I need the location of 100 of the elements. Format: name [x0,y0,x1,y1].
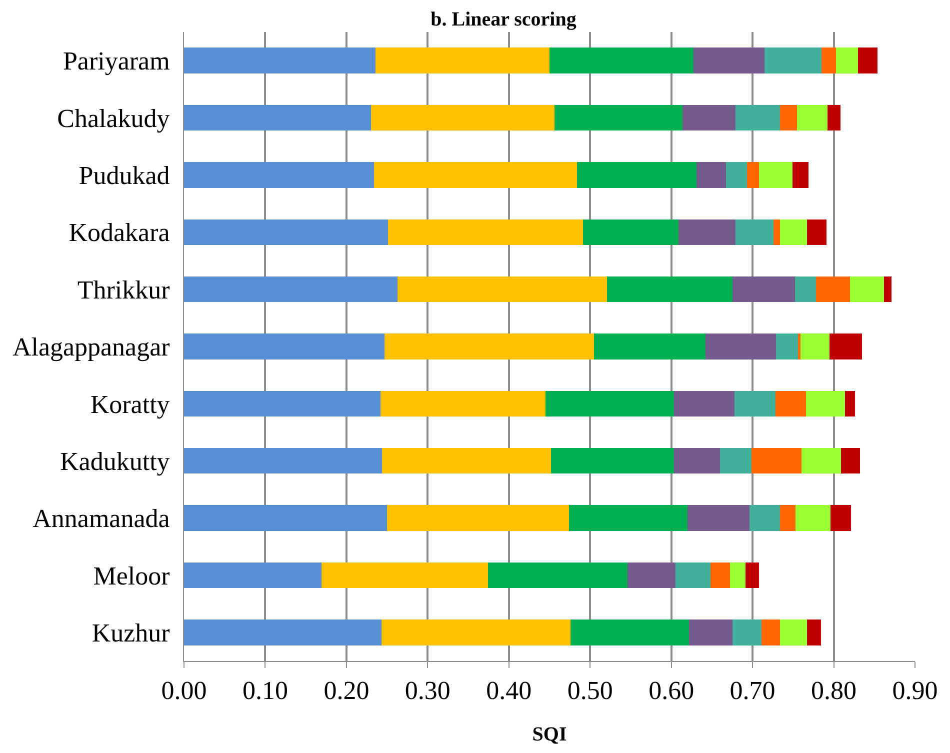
bar [752,448,802,474]
y-tick-label: Annamanada [32,504,170,534]
bar [764,48,822,74]
bar [759,162,792,188]
x-tick-label: 0.70 [730,676,776,706]
bar [488,562,628,588]
bar [734,390,776,417]
bar [184,276,398,302]
bar [858,48,878,74]
bar [822,48,836,74]
bar [780,104,798,131]
bar [682,104,736,131]
bar [710,562,730,588]
bar [780,620,807,646]
y-tick-label: Meloor [93,561,170,590]
y-tick-label: Kadukutty [60,446,170,476]
bar [845,390,855,417]
bar [321,562,488,588]
bar [841,448,860,474]
bar [732,620,762,646]
bar [184,390,381,417]
bar [850,276,884,302]
chart-title: b. Linear scoring [430,8,576,30]
bar [398,276,608,302]
bar [184,162,374,188]
bar [794,276,816,302]
bar [780,505,796,531]
bar [384,334,594,360]
bar [806,620,821,646]
bar [594,334,706,360]
bar [774,219,780,245]
x-tick-label: 0.40 [486,676,532,706]
bar [688,505,750,531]
y-tick-label: Kuzhur [92,618,170,648]
bar [184,448,382,474]
bar [736,104,780,131]
x-tick-label: 0.20 [324,676,370,706]
x-tick-label: 0.00 [161,676,207,706]
bar [761,620,780,646]
bar [884,276,892,302]
bar [184,562,322,588]
bar [382,448,552,474]
bar [678,219,736,245]
bar [374,162,578,188]
bar [184,104,371,131]
x-tick-label: 0.90 [892,676,938,706]
x-tick-label: 0.50 [567,676,613,706]
bar [806,219,826,245]
x-tick-label: 0.60 [648,676,694,706]
bar [730,562,746,588]
bar [746,162,760,188]
bar [801,448,842,474]
bar [387,505,569,531]
bar [184,219,388,245]
bar [551,448,674,474]
bar [689,620,732,646]
bar [836,48,858,74]
x-tick-label: 0.80 [811,676,857,706]
bar [582,219,679,245]
y-tick-label: Koratty [90,390,170,419]
bar [376,48,550,74]
y-tick-label: Kodakara [68,218,170,248]
y-tick-label: Alagappanagar [12,332,170,362]
bar [830,334,862,360]
x-tick-label: 0.30 [404,676,450,706]
bar [184,505,388,531]
bar [607,276,732,302]
bar [554,104,683,131]
bar [830,505,851,531]
bar [797,104,828,131]
bar [736,219,774,245]
bar [370,104,554,131]
bar [184,48,376,74]
bar [381,620,571,646]
y-tick-label: Pariyaram [62,46,170,76]
bar [806,390,846,417]
bar [570,620,690,646]
bar [693,48,765,74]
bar [696,162,726,188]
bar [720,448,752,474]
bar [380,390,546,417]
bar [568,505,688,531]
bar [745,562,760,588]
y-tick-label: Pudukad [78,161,170,190]
bar [732,276,795,302]
bar [545,390,674,417]
bar [184,620,382,646]
bar [776,334,799,360]
bar [388,219,583,245]
bar [775,390,806,417]
bar [816,276,850,302]
bar [577,162,697,188]
bar [749,505,780,531]
bar [827,104,840,131]
bar [800,334,830,360]
bar [184,334,385,360]
bar [726,162,747,188]
y-tick-label: Thrikkur [77,275,170,304]
bar [550,48,694,74]
bar [627,562,676,588]
